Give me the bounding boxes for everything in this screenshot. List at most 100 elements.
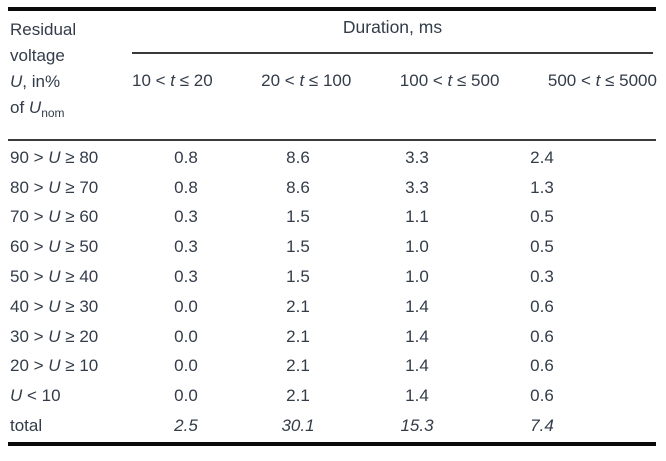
cell-value: 3.3 <box>405 147 429 167</box>
cell-value: 1.4 <box>405 386 429 406</box>
cell-value: 0.3 <box>174 237 198 257</box>
corner-text: , in% <box>22 72 61 91</box>
column-header-500-5000: 500 < t ≤ 5000 <box>548 71 657 91</box>
cell-value: 0.3 <box>530 267 554 287</box>
table-row: 30 > U ≥ 20 0.0 2.1 1.4 0.6 <box>8 322 658 352</box>
voltage-variable: U <box>48 237 61 257</box>
time-variable: t <box>170 71 176 90</box>
label-text: total <box>10 416 43 436</box>
table-row: 80 > U ≥ 70 0.8 8.6 3.3 1.3 <box>8 173 658 203</box>
cell-value: 1.4 <box>405 356 429 376</box>
cell-value: 1.4 <box>405 326 429 346</box>
total-row-label: total <box>8 416 130 436</box>
cell-value: 8.6 <box>286 147 310 167</box>
header-text: 100 < <box>399 71 448 90</box>
nominal-subscript: nom <box>41 106 65 120</box>
cell-value: 0.6 <box>530 356 554 376</box>
cell-value: 1.0 <box>405 237 429 257</box>
corner-line-2: voltage <box>10 43 128 69</box>
voltage-variable: U <box>48 147 61 167</box>
label-text: ≥ 10 <box>60 356 99 376</box>
time-variable: t <box>447 71 453 90</box>
corner-line-3: U, in% <box>10 69 128 95</box>
total-cell-value: 7.4 <box>530 416 554 436</box>
voltage-variable: U <box>48 326 61 346</box>
corner-header-residual-voltage: Residual voltage U, in% of Unom <box>10 17 128 126</box>
cell-value: 0.0 <box>174 386 198 406</box>
label-text: ≥ 40 <box>60 267 99 287</box>
cell-value: 1.0 <box>405 267 429 287</box>
row-label: 60 > U ≥ 50 <box>8 237 130 257</box>
cell-value: 0.0 <box>174 326 198 346</box>
cell-value: 2.1 <box>286 386 310 406</box>
voltage-variable: U <box>10 72 23 91</box>
voltage-variable: U <box>48 177 61 197</box>
label-text: 80 > <box>10 177 49 197</box>
total-row: total 2.5 30.1 15.3 7.4 <box>8 411 658 441</box>
corner-line-4: of Unom <box>10 95 128 126</box>
label-text: 90 > <box>10 147 49 167</box>
cell-value: 0.3 <box>174 207 198 227</box>
label-text: ≥ 80 <box>60 147 99 167</box>
total-cell-value: 30.1 <box>281 416 315 436</box>
label-text: ≥ 50 <box>60 237 99 257</box>
corner-line-1: Residual <box>10 17 128 43</box>
label-text: < 10 <box>22 386 61 406</box>
header-body-divider-rule <box>8 139 656 141</box>
cell-value: 1.5 <box>286 267 310 287</box>
cell-value: 3.3 <box>405 177 429 197</box>
row-label: 90 > U ≥ 80 <box>8 148 130 168</box>
voltage-variable: U <box>48 296 61 316</box>
row-label: 40 > U ≥ 30 <box>8 297 130 317</box>
row-label: 80 > U ≥ 70 <box>8 178 130 198</box>
table-row: 90 > U ≥ 80 0.8 8.6 3.3 2.4 <box>8 143 658 173</box>
cell-value: 2.1 <box>286 326 310 346</box>
cell-value: 0.6 <box>530 386 554 406</box>
duration-column-group-header: Duration, ms <box>342 17 443 37</box>
header-text: ≤ 500 <box>452 71 500 90</box>
corner-text: of <box>10 98 29 117</box>
duration-underline-rule <box>132 52 653 54</box>
table-row: 70 > U ≥ 60 0.3 1.5 1.1 0.5 <box>8 203 658 233</box>
cell-value: 0.5 <box>530 237 554 257</box>
total-cell-value: 15.3 <box>400 416 434 436</box>
nominal-voltage-variable: U <box>28 98 42 117</box>
cell-value: 0.8 <box>174 177 198 197</box>
voltage-variable: U <box>48 267 61 287</box>
cell-value: 0.5 <box>530 207 554 227</box>
corner-text: Residual <box>10 20 77 39</box>
header-text: ≤ 5000 <box>600 71 657 90</box>
row-label: 50 > U ≥ 40 <box>8 267 130 287</box>
cell-value: 1.4 <box>405 296 429 316</box>
table-row: 50 > U ≥ 40 0.3 1.5 1.0 0.3 <box>8 262 658 292</box>
table-row: 20 > U ≥ 10 0.0 2.1 1.4 0.6 <box>8 352 658 382</box>
table-row: 40 > U ≥ 30 0.0 2.1 1.4 0.6 <box>8 292 658 322</box>
header-text: 20 < <box>261 71 300 90</box>
cell-value: 1.3 <box>530 177 554 197</box>
header-text: ≤ 100 <box>304 71 352 90</box>
table-top-rule <box>8 7 656 11</box>
cell-value: 1.5 <box>286 237 310 257</box>
time-variable: t <box>595 71 601 90</box>
label-text: ≥ 30 <box>60 296 99 316</box>
cell-value: 0.0 <box>174 296 198 316</box>
table-row: 60 > U ≥ 50 0.3 1.5 1.0 0.5 <box>8 232 658 262</box>
voltage-variable: U <box>10 386 23 406</box>
table-row: U < 10 0.0 2.1 1.4 0.6 <box>8 381 658 411</box>
column-header-100-500: 100 < t ≤ 500 <box>400 71 500 91</box>
cell-value: 1.1 <box>405 207 429 227</box>
table-body: 90 > U ≥ 80 0.8 8.6 3.3 2.4 80 > U ≥ 70 … <box>8 143 658 441</box>
cell-value: 0.3 <box>174 267 198 287</box>
label-text: 20 > <box>10 356 49 376</box>
corner-text: voltage <box>10 46 65 65</box>
label-text: 30 > <box>10 326 49 346</box>
label-text: ≥ 60 <box>60 207 99 227</box>
label-text: 40 > <box>10 296 49 316</box>
total-cell-value: 2.5 <box>174 416 198 436</box>
header-text: ≤ 20 <box>175 71 213 90</box>
voltage-variable: U <box>48 207 61 227</box>
cell-value: 0.6 <box>530 296 554 316</box>
label-text: 50 > <box>10 267 49 287</box>
row-label: 20 > U ≥ 10 <box>8 356 130 376</box>
